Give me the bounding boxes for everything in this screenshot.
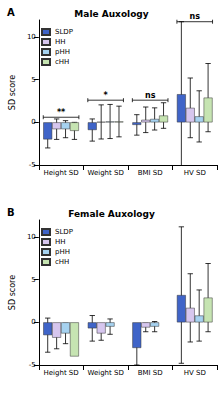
svg-text:10: 10: [27, 233, 36, 241]
svg-text:5: 5: [31, 76, 35, 84]
svg-text:Female Auxology: Female Auxology: [68, 209, 155, 219]
svg-text:pHH: pHH: [55, 248, 70, 256]
svg-text:A: A: [7, 7, 15, 18]
svg-text:0: 0: [31, 118, 35, 126]
svg-text:BMI SD: BMI SD: [138, 369, 163, 377]
svg-text:HV SD: HV SD: [184, 369, 206, 377]
svg-text:10: 10: [27, 33, 36, 41]
svg-text:pHH: pHH: [55, 48, 70, 56]
svg-text:SLDP: SLDP: [55, 28, 73, 36]
svg-text:ns: ns: [189, 12, 200, 21]
svg-text:SD score: SD score: [8, 275, 17, 310]
svg-text:SLDP: SLDP: [55, 228, 73, 236]
svg-text:Height SD: Height SD: [43, 169, 78, 177]
svg-text:cHH: cHH: [55, 258, 69, 266]
svg-text:HH: HH: [55, 38, 66, 46]
svg-text:HH: HH: [55, 238, 66, 246]
svg-text:BMI SD: BMI SD: [138, 169, 163, 177]
svg-text:**: **: [57, 108, 66, 117]
svg-text:B: B: [7, 207, 15, 218]
svg-text:Weight SD: Weight SD: [87, 369, 123, 377]
svg-text:Weight SD: Weight SD: [87, 169, 123, 177]
svg-text:5: 5: [31, 276, 35, 284]
svg-text:SD score: SD score: [8, 75, 17, 110]
svg-text:0: 0: [31, 318, 35, 326]
svg-text:HV SD: HV SD: [184, 169, 206, 177]
svg-text:*: *: [104, 91, 109, 100]
svg-text:cHH: cHH: [55, 58, 69, 66]
svg-text:Male Auxology: Male Auxology: [74, 9, 148, 19]
svg-text:Height SD: Height SD: [43, 369, 78, 377]
svg-text:-5: -5: [29, 161, 36, 169]
svg-text:ns: ns: [145, 91, 156, 100]
svg-text:-5: -5: [29, 361, 36, 369]
